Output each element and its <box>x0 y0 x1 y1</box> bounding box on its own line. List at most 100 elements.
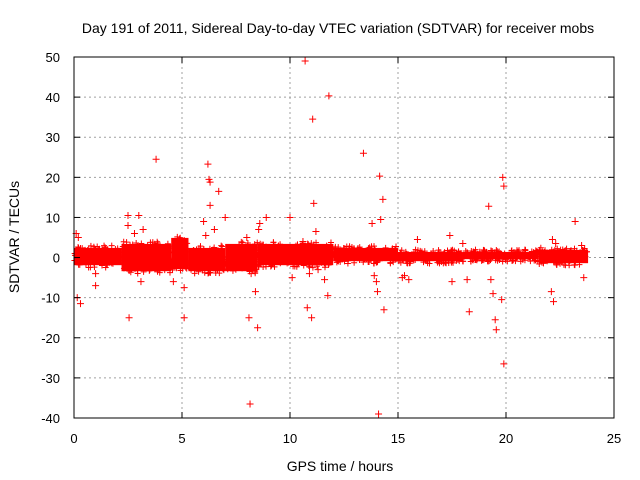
data-point-49 <box>323 250 331 258</box>
band-mark <box>259 243 266 250</box>
band-mark <box>553 261 560 268</box>
data-point-4 <box>92 282 100 290</box>
band-mark <box>539 250 546 257</box>
band-mark <box>246 251 253 258</box>
band-mark <box>102 264 109 271</box>
band-mark <box>276 245 283 252</box>
band-mark <box>325 262 332 269</box>
data-point-41 <box>303 304 311 312</box>
band-mark <box>174 233 181 240</box>
band-mark <box>185 260 192 267</box>
band-mark <box>560 256 567 263</box>
band-mark <box>525 253 532 260</box>
band-mark <box>582 253 589 260</box>
band-mark <box>493 255 500 262</box>
y-tick-labels: -40 -30 -20 -10 0 10 20 30 40 50 <box>41 50 60 426</box>
band-mark <box>275 251 282 258</box>
data-point-44 <box>309 115 317 123</box>
data-point-63 <box>400 272 408 280</box>
band-mark <box>391 248 398 255</box>
band-mark <box>137 263 144 270</box>
band-mark <box>157 245 164 252</box>
data-point-19 <box>202 231 210 239</box>
band-mark <box>199 267 206 274</box>
band-mark <box>407 258 414 265</box>
data-point-55 <box>372 278 380 286</box>
band-mark <box>164 256 171 263</box>
band-mark <box>242 257 249 264</box>
band-mark <box>169 266 176 273</box>
data-point-86 <box>580 274 588 282</box>
band-mark <box>351 259 358 266</box>
band-mark <box>144 242 151 249</box>
band-mark <box>573 247 580 254</box>
data-point-64 <box>405 276 413 284</box>
band-mark <box>353 249 360 256</box>
band-mark <box>501 253 508 260</box>
band-mark <box>398 247 405 254</box>
band-mark <box>271 247 278 254</box>
band-mark <box>363 256 370 263</box>
band-mark <box>474 250 481 257</box>
band-mark <box>550 259 557 266</box>
band-mark <box>571 253 578 260</box>
band-mark <box>163 246 170 253</box>
band-mark <box>230 245 237 252</box>
band-mark <box>120 249 127 256</box>
band-mark <box>82 257 89 264</box>
band-mark <box>521 254 528 261</box>
band-mark <box>142 248 149 255</box>
y-tick-label-40: 40 <box>46 90 60 105</box>
band-mark <box>172 240 179 247</box>
band-mark <box>94 243 101 250</box>
band-mark <box>198 261 205 268</box>
band-mark <box>179 253 186 260</box>
data-point-26 <box>221 213 229 221</box>
band-mark <box>445 256 452 263</box>
y-tick-label-20: 20 <box>46 170 60 185</box>
data-point-85 <box>578 242 586 250</box>
band-mark <box>144 254 151 261</box>
band-mark <box>441 249 448 256</box>
band-mark <box>513 255 520 262</box>
band-mark <box>324 257 331 264</box>
band-mark <box>418 248 425 255</box>
band-mark <box>305 241 312 248</box>
band-mark <box>396 256 403 263</box>
band-mark <box>290 263 297 270</box>
band-mark <box>369 252 376 259</box>
band-mark <box>93 254 100 261</box>
data-point-18 <box>200 217 208 225</box>
band-mark <box>193 259 200 266</box>
band-mark <box>419 253 426 260</box>
y-tick-label-0: 0 <box>53 251 60 266</box>
band-mark <box>536 246 543 253</box>
axis-ticks <box>73 56 615 419</box>
band-mark <box>114 251 121 258</box>
data-point-52 <box>359 149 367 157</box>
data-point-76 <box>498 296 506 304</box>
data-point-51 <box>325 92 333 100</box>
band-mark <box>89 255 96 262</box>
band-mark <box>486 258 493 265</box>
band-mark <box>536 253 543 260</box>
band-mark <box>295 247 302 254</box>
band-mark <box>460 258 467 265</box>
band-mark <box>348 243 355 250</box>
data-point-38 <box>288 274 296 282</box>
band-mark <box>382 244 389 251</box>
band-mark <box>357 246 364 253</box>
band-mark <box>551 246 558 253</box>
band-mark <box>132 253 139 260</box>
band-mark <box>387 260 394 267</box>
band-mark <box>422 257 429 264</box>
data-point-20 <box>204 160 212 168</box>
band-mark <box>550 253 557 260</box>
band-mark <box>114 257 121 264</box>
band-mark <box>473 257 480 264</box>
x-tick-label-0: 0 <box>70 431 77 446</box>
band-mark <box>147 260 154 267</box>
band-mark <box>371 260 378 267</box>
data-point-56 <box>373 288 381 296</box>
band-mark <box>540 256 547 263</box>
